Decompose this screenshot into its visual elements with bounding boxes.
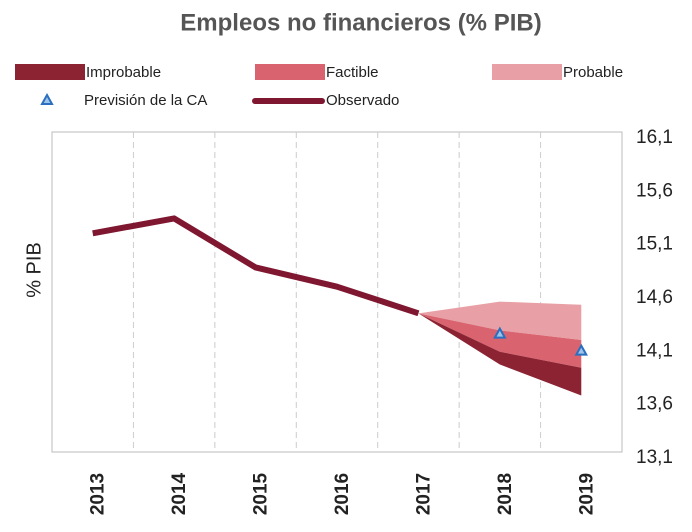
x-tick-label: 2018: [495, 473, 516, 515]
y-tick-label: 14,1: [636, 340, 673, 361]
y-tick-label: 15,6: [636, 180, 673, 201]
legend-swatch: [40, 92, 54, 105]
x-tick-label: 2014: [169, 472, 190, 515]
x-tick-label: 2017: [413, 473, 434, 515]
x-tick-label: 2019: [576, 473, 597, 515]
chart-title: Empleos no financieros (% PIB): [180, 9, 541, 36]
x-tick-label: 2015: [251, 472, 272, 515]
x-tick-label: 2016: [332, 473, 353, 515]
y-tick-label: 14,6: [636, 287, 673, 308]
legend-label: Factible: [326, 64, 379, 81]
forecast-marker: [574, 343, 588, 356]
y-axis-label: % PIB: [23, 242, 45, 298]
fan-band: [418, 313, 582, 396]
legend-swatch: [255, 64, 325, 80]
y-tick-label: 15,1: [636, 234, 673, 255]
legend-label: Observado: [326, 92, 399, 109]
x-tick-label: 2013: [88, 473, 109, 515]
legend-label: Previsión de la CA: [84, 92, 207, 109]
y-tick-label: 13,6: [636, 394, 673, 415]
fan-band: [418, 301, 582, 340]
forecast-marker: [493, 326, 507, 339]
legend-swatch: [15, 64, 85, 80]
y-tick-label: 13,1: [636, 447, 673, 468]
fan-band: [418, 313, 582, 368]
y-tick-label: 16,1: [636, 127, 673, 148]
legend-swatch: [492, 64, 562, 80]
plot-frame: [51, 131, 623, 453]
observed-line: [92, 215, 420, 317]
legend-label: Probable: [563, 64, 623, 81]
legend-label: Improbable: [86, 64, 161, 81]
